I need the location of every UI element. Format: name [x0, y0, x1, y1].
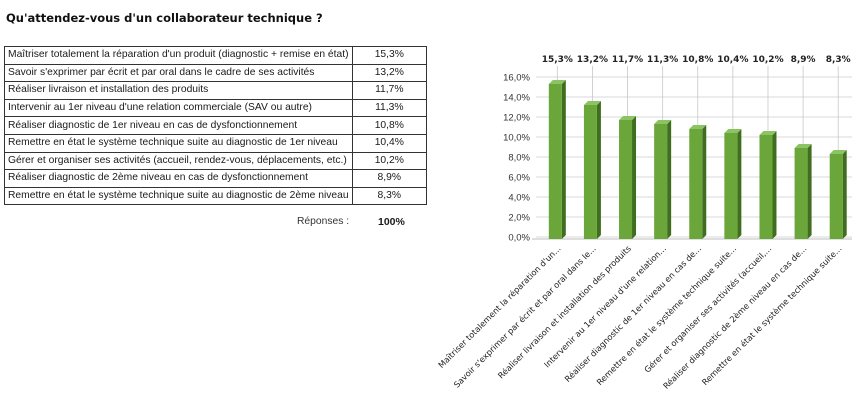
y-tick-label: 10,0% — [503, 133, 530, 144]
bar-side — [667, 120, 672, 239]
data-label: 13,2% — [577, 55, 608, 65]
data-label: 10,4% — [717, 55, 748, 65]
table-row: Réaliser diagnostic de 1er niveau en cas… — [4, 116, 428, 135]
y-tick-label: 8,0% — [508, 153, 530, 164]
responses-table: Maîtriser totalement la réparation d'un … — [4, 46, 428, 206]
y-tick-label: 0,0% — [508, 233, 530, 244]
bar-top — [794, 144, 812, 148]
y-tick-label: 2,0% — [508, 213, 530, 224]
category-label: Réaliser livraison et installation des p… — [496, 243, 633, 380]
bar-side — [772, 131, 777, 239]
table-row: Remettre en état le système technique su… — [4, 186, 428, 206]
y-tick-label: 12,0% — [503, 113, 530, 124]
total-label: Réponses : — [297, 216, 350, 227]
data-label: 15,3% — [542, 55, 573, 65]
bar — [829, 154, 843, 239]
bar — [794, 148, 808, 239]
category-label: Intervenir au 1er niveau d'une relation.… — [542, 243, 668, 369]
data-label: 10,8% — [682, 55, 713, 65]
category-label: Gérer et organiser ses activités (accuei… — [642, 243, 773, 374]
bar-side — [596, 101, 601, 239]
bar-top — [724, 129, 742, 133]
bar-top — [654, 120, 672, 124]
bar-top — [759, 131, 777, 135]
bar — [583, 105, 597, 239]
table-row: Intervenir au 1er niveau d'une relation … — [4, 98, 428, 118]
data-label: 8,9% — [791, 55, 816, 65]
bar-top — [619, 116, 637, 120]
data-label: 8,3% — [826, 55, 851, 65]
bar-top — [689, 125, 707, 129]
data-label: 10,2% — [752, 55, 783, 65]
bar-side — [842, 150, 847, 239]
bar — [689, 129, 703, 239]
row-label: Remettre en état le système technique su… — [4, 186, 353, 206]
data-label: 11,3% — [647, 55, 678, 65]
y-tick-label: 14,0% — [503, 93, 530, 104]
y-tick-label: 4,0% — [508, 193, 530, 204]
bar — [759, 135, 773, 239]
table-row: Remettre en état le système technique su… — [4, 133, 428, 153]
page-title: Qu'attendez-vous d'un collaborateur tech… — [6, 11, 323, 25]
bar-side — [632, 116, 637, 239]
bar-side — [807, 144, 812, 239]
total-value: 100% — [378, 216, 405, 228]
bar-side — [561, 80, 566, 239]
bar — [654, 124, 668, 239]
bar-top — [583, 101, 601, 105]
bar-top — [548, 80, 566, 84]
bar-side — [702, 125, 707, 239]
bar — [619, 120, 633, 239]
row-value: 8,3% — [351, 186, 428, 206]
category-label: Maîtriser totalement la réparation d'un.… — [436, 243, 563, 370]
bar-top — [829, 150, 847, 154]
bar — [724, 133, 738, 239]
table-row: Gérer et organiser ses activités (accuei… — [4, 151, 428, 171]
bar-side — [737, 129, 742, 239]
bar — [548, 84, 562, 239]
y-tick-label: 6,0% — [508, 173, 530, 184]
data-label: 11,7% — [612, 55, 643, 65]
y-tick-label: 16,0% — [503, 73, 530, 84]
table-row: Réaliser livraison et installation des p… — [4, 81, 428, 100]
